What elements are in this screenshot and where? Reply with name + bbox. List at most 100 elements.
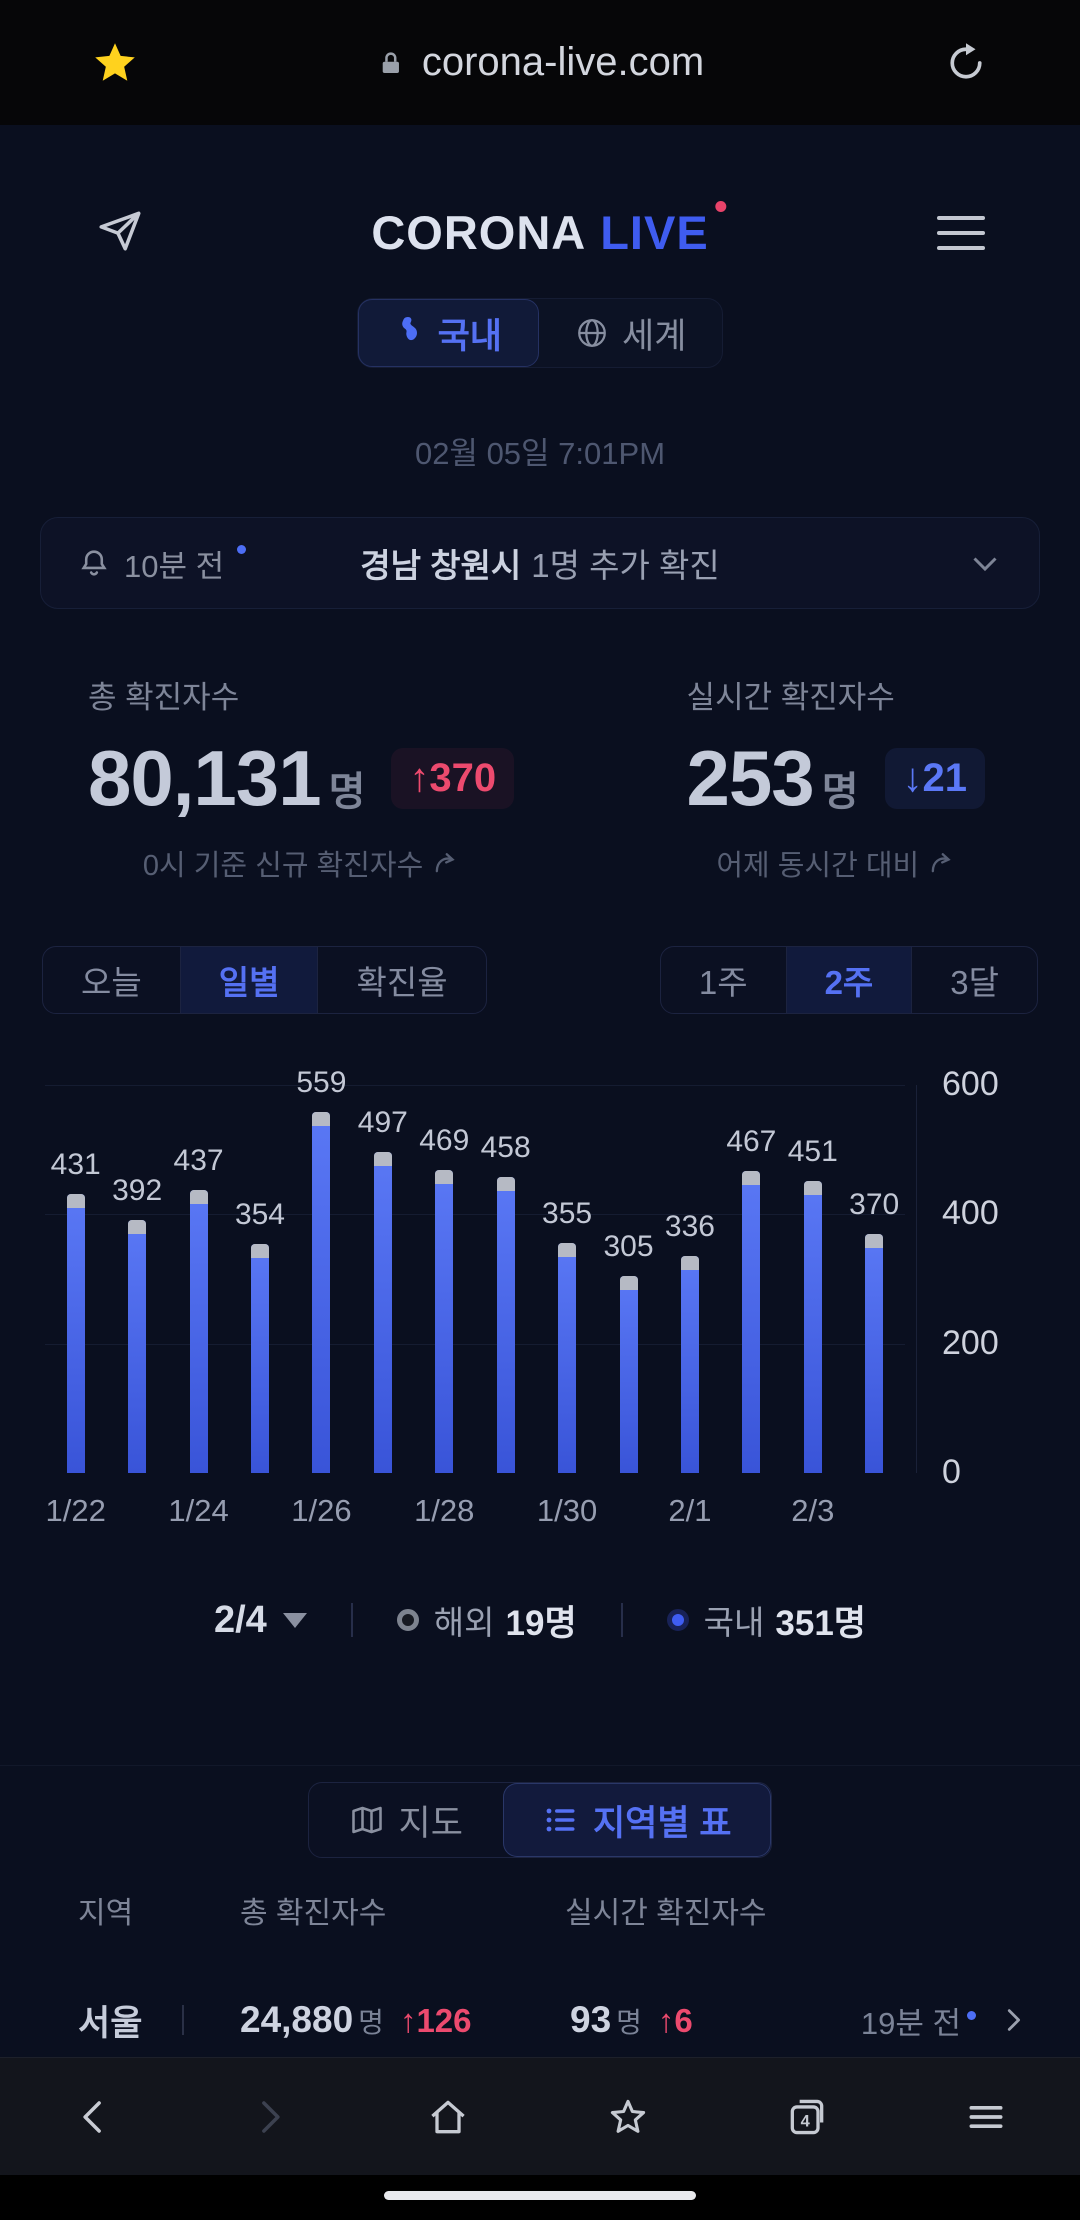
share-button[interactable] — [95, 205, 145, 260]
notification-time-label: 10분 전 — [124, 548, 225, 584]
bell-icon — [81, 550, 107, 576]
last-updated-timestamp: 02월 05일 7:01PM — [414, 436, 666, 471]
x-tick-label: 1/30 — [536, 1493, 598, 1528]
region-total-cases: 24,880 명 ↑126 — [240, 1999, 472, 2040]
bar-group-2/4[interactable]: 370 — [843, 1085, 904, 1473]
refresh-button[interactable] — [944, 41, 988, 85]
bar-value-label: 437 — [173, 1144, 224, 1177]
bar — [865, 1234, 884, 1473]
logo-text-accent: LIVE — [600, 201, 727, 260]
bar-group-1/28[interactable]: 469 — [414, 1085, 475, 1473]
bar-value-label: 354 — [234, 1198, 285, 1231]
home-icon — [431, 2100, 466, 2133]
notification-expand-button[interactable] — [967, 545, 1003, 581]
view-option-region-table[interactable]: 지역별 표 — [502, 1783, 772, 1857]
home-gesture-bar[interactable] — [384, 2191, 696, 2200]
row-divider — [182, 2005, 184, 2035]
legend-divider — [350, 1603, 353, 1637]
legend-overseas: 해외 19명 — [396, 1595, 577, 1646]
bar-group-2/3[interactable]: 451 — [782, 1085, 843, 1473]
overseas-dot-icon — [396, 1609, 419, 1631]
bar-overseas-cap — [128, 1220, 147, 1234]
bar-group-1/25[interactable]: 354 — [229, 1085, 290, 1473]
live-cases-unit: 명 — [821, 770, 859, 814]
tab-world[interactable]: 세계 — [539, 299, 722, 367]
date-select-dropdown[interactable]: 2/4 — [214, 1599, 307, 1642]
bar-group-1/24[interactable]: 437 — [168, 1085, 229, 1473]
total-cases-delta-badge: ↑370 — [391, 748, 515, 809]
region-total-delta: ↑126 — [399, 2002, 472, 2039]
metric-option-rate[interactable]: 확진율 — [317, 947, 485, 1013]
bar-value-label: 559 — [296, 1066, 347, 1099]
bar-value-label: 451 — [787, 1135, 838, 1168]
live-cases-label: 실시간 확진자수 — [686, 680, 895, 715]
chart-legend: 2/4 해외 19명 국내 351명 — [0, 1588, 1080, 1652]
metric-option-today[interactable]: 오늘 — [81, 964, 142, 1001]
bookmarks-button[interactable] — [606, 2095, 650, 2139]
forward-button[interactable] — [249, 2096, 291, 2138]
range-segmented-control: 1주 2주 3달 — [659, 946, 1038, 1014]
range-option-3months[interactable]: 3달 — [911, 947, 1037, 1013]
legend-divider — [620, 1603, 623, 1637]
bar — [803, 1181, 822, 1473]
new-indicator-dot — [967, 2010, 976, 2020]
bar-group-1/30[interactable]: 355 — [536, 1085, 597, 1473]
view-option-map[interactable]: 지도 — [309, 1783, 503, 1857]
url-field[interactable]: corona-live.com — [376, 40, 704, 85]
x-tick-label: 1/24 — [168, 1493, 229, 1528]
bar-group-2/2[interactable]: 467 — [721, 1085, 782, 1473]
bar — [189, 1190, 208, 1473]
bar-group-2/1[interactable]: 336 — [659, 1085, 720, 1473]
list-icon — [546, 1808, 575, 1832]
bar-value-label: 305 — [603, 1230, 654, 1263]
range-option-1week[interactable]: 1주 — [698, 964, 748, 1001]
daily-cases-bar-chart: 431 392 437 354 559 497 469 458 355 305 336 467 451 3… — [0, 1035, 1080, 1545]
overseas-label: 해외 — [433, 1604, 495, 1641]
x-tick-label: 2/1 — [668, 1493, 712, 1528]
bar-overseas-cap — [680, 1256, 699, 1270]
bar-group-1/29[interactable]: 458 — [475, 1085, 536, 1473]
chart-plot: 431 392 437 354 559 497 469 458 355 305 336 467 451 3… — [45, 1066, 905, 1473]
korea-icon — [401, 317, 417, 341]
app-logo: CORONA LIVE — [371, 201, 727, 260]
bar-overseas-cap — [189, 1190, 208, 1204]
y-tick-label: 600 — [942, 1065, 999, 1103]
metric-option-daily[interactable]: 일별 — [179, 947, 318, 1013]
back-button[interactable] — [72, 2096, 114, 2138]
bar-value-label: 355 — [542, 1197, 593, 1230]
notification-time: 10분 전 — [77, 541, 247, 586]
browser-menu-button[interactable] — [964, 2095, 1008, 2139]
table-row-seoul[interactable]: 서울 24,880 명 ↑126 93 명 ↑6 19분 전 — [0, 1982, 1080, 2058]
x-tick-label: 1/22 — [45, 1493, 106, 1528]
map-icon — [351, 1806, 382, 1834]
bar-group-1/27[interactable]: 497 — [352, 1085, 413, 1473]
browser-bottom-nav: 4 — [0, 2057, 1080, 2175]
bar-group-1/23[interactable]: 392 — [106, 1085, 167, 1473]
domestic-label: 국내 — [703, 1604, 765, 1641]
live-cases-stat: 실시간 확진자수 253 명 ↓21 어제 동시간 대비 — [687, 672, 985, 884]
bar — [250, 1244, 269, 1473]
tab-world-label: 세계 — [622, 316, 687, 356]
logo-text-primary: CORONA — [371, 206, 587, 259]
region-live-delta: ↑6 — [657, 2002, 693, 2039]
bar-group-1/26[interactable]: 559 — [291, 1066, 352, 1473]
bookmark-star-button[interactable] — [90, 38, 140, 88]
lock-icon — [382, 51, 399, 73]
bar-group-1/31[interactable]: 305 — [598, 1085, 659, 1473]
bar-group-1/22[interactable]: 431 — [45, 1085, 106, 1473]
home-button[interactable] — [426, 2095, 470, 2139]
chevron-down-icon — [973, 557, 997, 572]
tab-domestic[interactable]: 국내 — [357, 299, 539, 367]
bar — [742, 1171, 761, 1473]
header-live-cases: 실시간 확진자수 — [565, 1897, 767, 1930]
tabs-button[interactable]: 4 — [785, 2095, 829, 2139]
range-option-2weeks[interactable]: 2주 — [785, 947, 912, 1013]
bar-value-label: 392 — [112, 1174, 163, 1207]
bar-value-label: 458 — [480, 1131, 531, 1164]
live-notification-card[interactable]: 10분 전 경남 창원시 1명 추가 확진 — [40, 517, 1040, 609]
x-tick-label — [229, 1493, 290, 1529]
bar-overseas-cap — [558, 1243, 577, 1257]
region-table-label: 지역별 표 — [592, 1803, 732, 1843]
caret-down-icon — [282, 1612, 307, 1628]
menu-button[interactable] — [937, 215, 985, 250]
